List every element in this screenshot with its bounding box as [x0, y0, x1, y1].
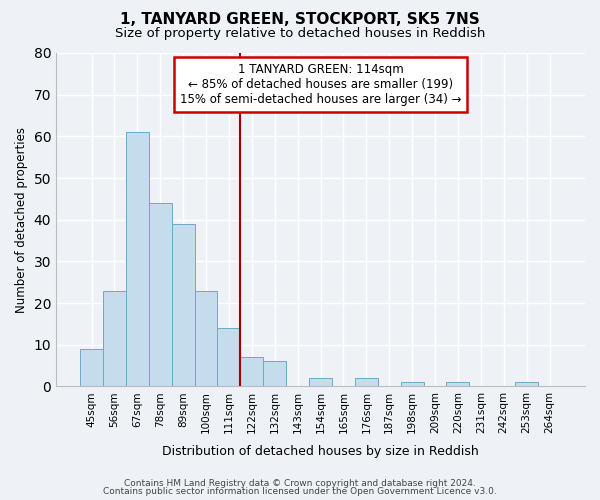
Bar [80, 349, 103, 387]
X-axis label: Distribution of detached houses by size in Reddish: Distribution of detached houses by size … [162, 444, 479, 458]
Text: Contains HM Land Registry data © Crown copyright and database right 2024.: Contains HM Land Registry data © Crown c… [124, 478, 476, 488]
Bar [194, 290, 217, 386]
Bar [263, 362, 286, 386]
Bar [309, 378, 332, 386]
Bar [217, 328, 241, 386]
Text: Size of property relative to detached houses in Reddish: Size of property relative to detached ho… [115, 28, 485, 40]
Text: 1 TANYARD GREEN: 114sqm
← 85% of detached houses are smaller (199)
15% of semi-d: 1 TANYARD GREEN: 114sqm ← 85% of detache… [180, 63, 461, 106]
Bar [149, 203, 172, 386]
Bar [401, 382, 424, 386]
Bar [515, 382, 538, 386]
Text: Contains public sector information licensed under the Open Government Licence v3: Contains public sector information licen… [103, 487, 497, 496]
Bar [103, 290, 126, 386]
Text: 1, TANYARD GREEN, STOCKPORT, SK5 7NS: 1, TANYARD GREEN, STOCKPORT, SK5 7NS [120, 12, 480, 28]
Bar [241, 357, 263, 386]
Bar [355, 378, 378, 386]
Bar [126, 132, 149, 386]
Y-axis label: Number of detached properties: Number of detached properties [15, 126, 28, 312]
Bar [446, 382, 469, 386]
Bar [172, 224, 194, 386]
